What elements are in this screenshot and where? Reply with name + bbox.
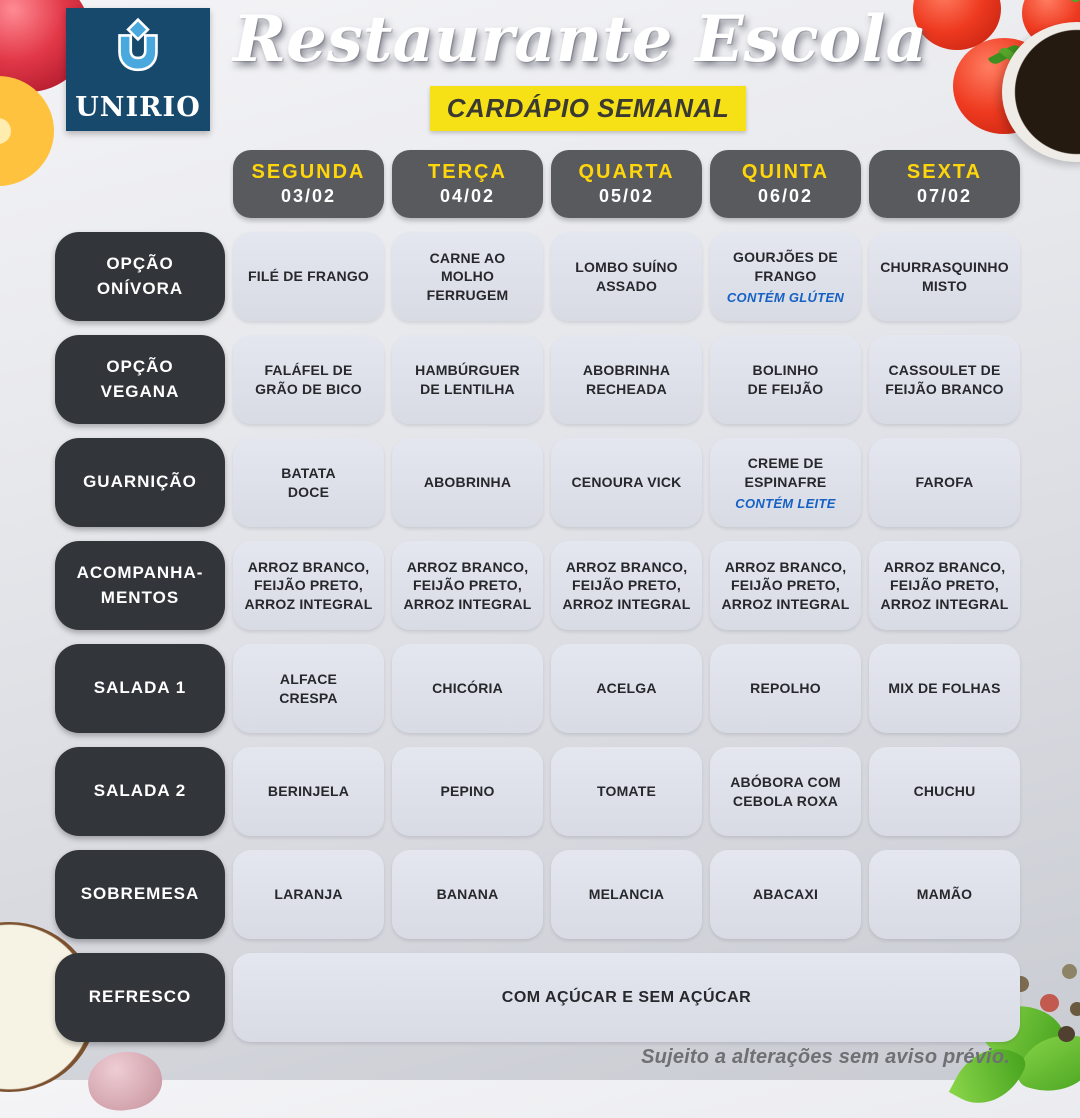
row-header-refresco: REFRESCO <box>55 953 225 1042</box>
row-header-sobremesa: SOBREMESA <box>55 850 225 939</box>
menu-cell: ARROZ BRANCO, FEIJÃO PRETO, ARROZ INTEGR… <box>869 541 1020 630</box>
menu-cell: REPOLHO <box>710 644 861 733</box>
menu-cell: CHUCHU <box>869 747 1020 836</box>
decor-peppercorn <box>1040 994 1059 1012</box>
menu-cell: ABÓBORA COM CEBOLA ROXA <box>710 747 861 836</box>
menu-cell: CHURRASQUINHO MISTO <box>869 232 1020 321</box>
row-header-opcao-onivora: OPÇÃO ONÍVORA <box>55 232 225 321</box>
menu-cell: FILÉ DE FRANGO <box>233 232 384 321</box>
menu-cell-refresco-merged: COM AÇÚCAR E SEM AÇÚCAR <box>233 953 1020 1042</box>
menu-cell: ARROZ BRANCO, FEIJÃO PRETO, ARROZ INTEGR… <box>392 541 543 630</box>
menu-cell: HAMBÚRGUER DE LENTILHA <box>392 335 543 424</box>
menu-cell: ARROZ BRANCO, FEIJÃO PRETO, ARROZ INTEGR… <box>710 541 861 630</box>
menu-cell: TOMATE <box>551 747 702 836</box>
column-header-terca: TERÇA 04/02 <box>392 150 543 218</box>
unirio-logo: UNIRIO <box>66 8 210 131</box>
menu-cell: MELANCIA <box>551 850 702 939</box>
weekly-menu-table: SEGUNDA 03/02 TERÇA 04/02 QUARTA 05/02 Q… <box>55 150 1020 1042</box>
menu-cell: MIX DE FOLHAS <box>869 644 1020 733</box>
decor-peppercorn <box>1062 964 1077 979</box>
menu-cell: ARROZ BRANCO, FEIJÃO PRETO, ARROZ INTEGR… <box>551 541 702 630</box>
row-header-salada-2: SALADA 2 <box>55 747 225 836</box>
decor-peppercorn <box>1070 1002 1080 1016</box>
menu-cell: CASSOULET DE FEIJÃO BRANCO <box>869 335 1020 424</box>
menu-cell: GOURJÕES DE FRANGO CONTÉM GLÚTEN <box>710 232 861 321</box>
subtitle-banner: CARDÁPIO SEMANAL <box>430 86 746 131</box>
menu-cell: BERINJELA <box>233 747 384 836</box>
menu-cell: ARROZ BRANCO, FEIJÃO PRETO, ARROZ INTEGR… <box>233 541 384 630</box>
menu-cell: FALÁFEL DE GRÃO DE BICO <box>233 335 384 424</box>
page-title: Restaurante Escola <box>232 2 928 77</box>
menu-cell: ALFACE CRESPA <box>233 644 384 733</box>
allergen-note: CONTÉM GLÚTEN <box>726 289 845 305</box>
menu-cell: FAROFA <box>869 438 1020 527</box>
menu-cell: BANANA <box>392 850 543 939</box>
column-header-quinta: QUINTA 06/02 <box>710 150 861 218</box>
table-corner-spacer <box>55 150 225 218</box>
menu-cell: BOLINHO DE FEIJÃO <box>710 335 861 424</box>
row-header-acompanhamentos: ACOMPANHA- MENTOS <box>55 541 225 630</box>
logo-wordmark: UNIRIO <box>75 91 201 123</box>
menu-cell: BATATA DOCE <box>233 438 384 527</box>
menu-cell: LOMBO SUÍNO ASSADO <box>551 232 702 321</box>
menu-cell: CHICÓRIA <box>392 644 543 733</box>
decor-peppercorn <box>1058 1026 1075 1042</box>
menu-cell: ACELGA <box>551 644 702 733</box>
column-header-sexta: SEXTA 07/02 <box>869 150 1020 218</box>
disclaimer-note: Sujeito a alterações sem aviso prévio. <box>641 1046 1010 1068</box>
menu-cell: CREME DE ESPINAFRE CONTÉM LEITE <box>710 438 861 527</box>
column-header-segunda: SEGUNDA 03/02 <box>233 150 384 218</box>
decor-garlic-photo <box>84 1047 166 1115</box>
allergen-note: CONTÉM LEITE <box>735 495 836 511</box>
menu-cell: ABACAXI <box>710 850 861 939</box>
row-header-salada-1: SALADA 1 <box>55 644 225 733</box>
menu-cell: ABOBRINHA <box>392 438 543 527</box>
menu-cell: CARNE AO MOLHO FERRUGEM <box>392 232 543 321</box>
subtitle-text: CARDÁPIO SEMANAL <box>446 93 730 123</box>
unirio-u-diamond-icon <box>102 17 174 88</box>
decor-lemon-slice-photo <box>0 76 54 186</box>
menu-cell: CENOURA VICK <box>551 438 702 527</box>
row-header-opcao-vegana: OPÇÃO VEGANA <box>55 335 225 424</box>
menu-cell: PEPINO <box>392 747 543 836</box>
menu-cell: ABOBRINHA RECHEADA <box>551 335 702 424</box>
row-header-guarnicao: GUARNIÇÃO <box>55 438 225 527</box>
menu-cell: LARANJA <box>233 850 384 939</box>
column-header-quarta: QUARTA 05/02 <box>551 150 702 218</box>
menu-cell: MAMÃO <box>869 850 1020 939</box>
